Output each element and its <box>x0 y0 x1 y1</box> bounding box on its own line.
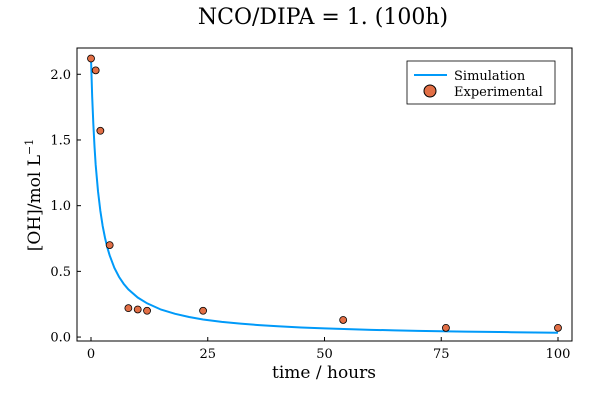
x-axis-ticks: 0 25 50 75 100 <box>87 337 571 362</box>
experimental-point <box>199 306 207 315</box>
experimental-point <box>91 66 100 75</box>
y-axis-label: [OH]/mol L−1 <box>23 139 45 251</box>
x-tick-label: 75 <box>433 347 450 362</box>
chart-title: NCO/DIPA = 1. (100h) <box>198 5 448 30</box>
experimental-point <box>133 305 142 314</box>
legend-experimental-label: Experimental <box>454 85 543 100</box>
y-tick-label: 2.0 <box>50 68 71 83</box>
legend: Simulation Experimental <box>406 60 556 105</box>
x-tick-label: 50 <box>316 347 333 362</box>
x-axis-label: time / hours <box>272 363 376 383</box>
y-tick-label: 0.5 <box>50 265 71 280</box>
experimental-point <box>143 306 151 315</box>
simulation-line <box>90 58 559 334</box>
y-axis-label-main: [OH]/mol L <box>25 155 45 251</box>
y-tick-label: 0.0 <box>50 331 71 346</box>
experimental-point <box>339 316 348 324</box>
experimental-point <box>554 323 562 332</box>
x-tick-label: 100 <box>546 347 571 362</box>
y-tick-label: 1.5 <box>50 133 71 148</box>
experimental-point <box>87 54 95 63</box>
y-axis-label-superscript: −1 <box>23 139 36 155</box>
experimental-point <box>105 241 114 249</box>
experimental-point <box>96 126 105 135</box>
experimental-point <box>124 304 133 313</box>
x-tick-label: 25 <box>199 347 216 362</box>
legend-experimental-swatch <box>423 84 437 98</box>
series-layer <box>87 54 562 334</box>
y-tick-label: 1.0 <box>50 199 71 214</box>
experimental-point <box>442 323 450 332</box>
x-tick-label: 0 <box>87 347 95 362</box>
legend-simulation-label: Simulation <box>454 69 526 84</box>
y-axis-ticks: 0.0 0.5 1.0 1.5 2.0 <box>50 68 81 346</box>
